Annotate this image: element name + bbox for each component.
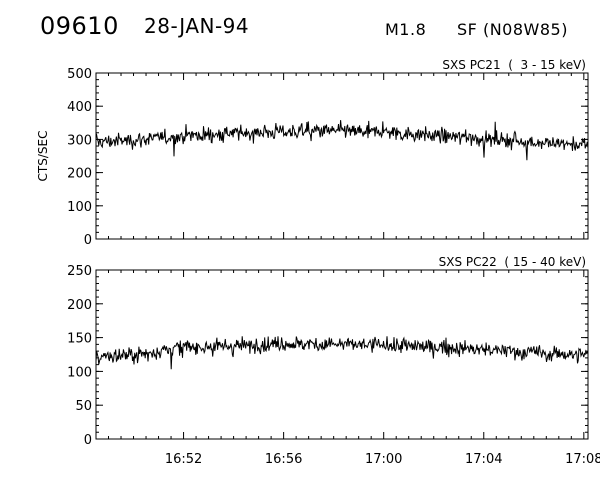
panel-label-2: SXS PC22 ( 15 - 40 keV) <box>439 255 586 269</box>
y-tick-label: 200 <box>67 298 92 313</box>
y-tick-label: 0 <box>84 433 92 448</box>
data-line-1 <box>95 120 589 161</box>
y-tick-label: 100 <box>67 200 92 215</box>
y-tick-label: 250 <box>67 264 92 279</box>
flare-location: SF (N08W85) <box>457 20 568 39</box>
y-tick-label: 150 <box>67 332 92 347</box>
plot-frame-1 <box>95 72 589 240</box>
y-tick-label: 400 <box>67 100 92 115</box>
y-tick-label: 200 <box>67 167 92 182</box>
goes-class: M1.8 <box>385 20 427 39</box>
x-tick-label: 17:04 <box>465 452 502 467</box>
x-tick-label: 16:56 <box>265 452 302 467</box>
y-tick-label: 500 <box>67 67 92 82</box>
y-tick-label: 300 <box>67 133 92 148</box>
y-axis-title: CTS/SEC <box>36 131 50 182</box>
panel-label-1: SXS PC21 ( 3 - 15 keV) <box>442 58 586 72</box>
y-tick-label: 0 <box>84 233 92 248</box>
y-tick-label: 50 <box>75 399 92 414</box>
x-tick-label: 17:00 <box>365 452 402 467</box>
x-tick-label: 16:52 <box>165 452 202 467</box>
observation-date: 28-JAN-94 <box>144 14 250 38</box>
x-tick-label: 17:08 <box>565 452 600 467</box>
data-line-2 <box>95 336 589 370</box>
y-tick-label: 100 <box>67 365 92 380</box>
event-id: 09610 <box>40 12 119 40</box>
